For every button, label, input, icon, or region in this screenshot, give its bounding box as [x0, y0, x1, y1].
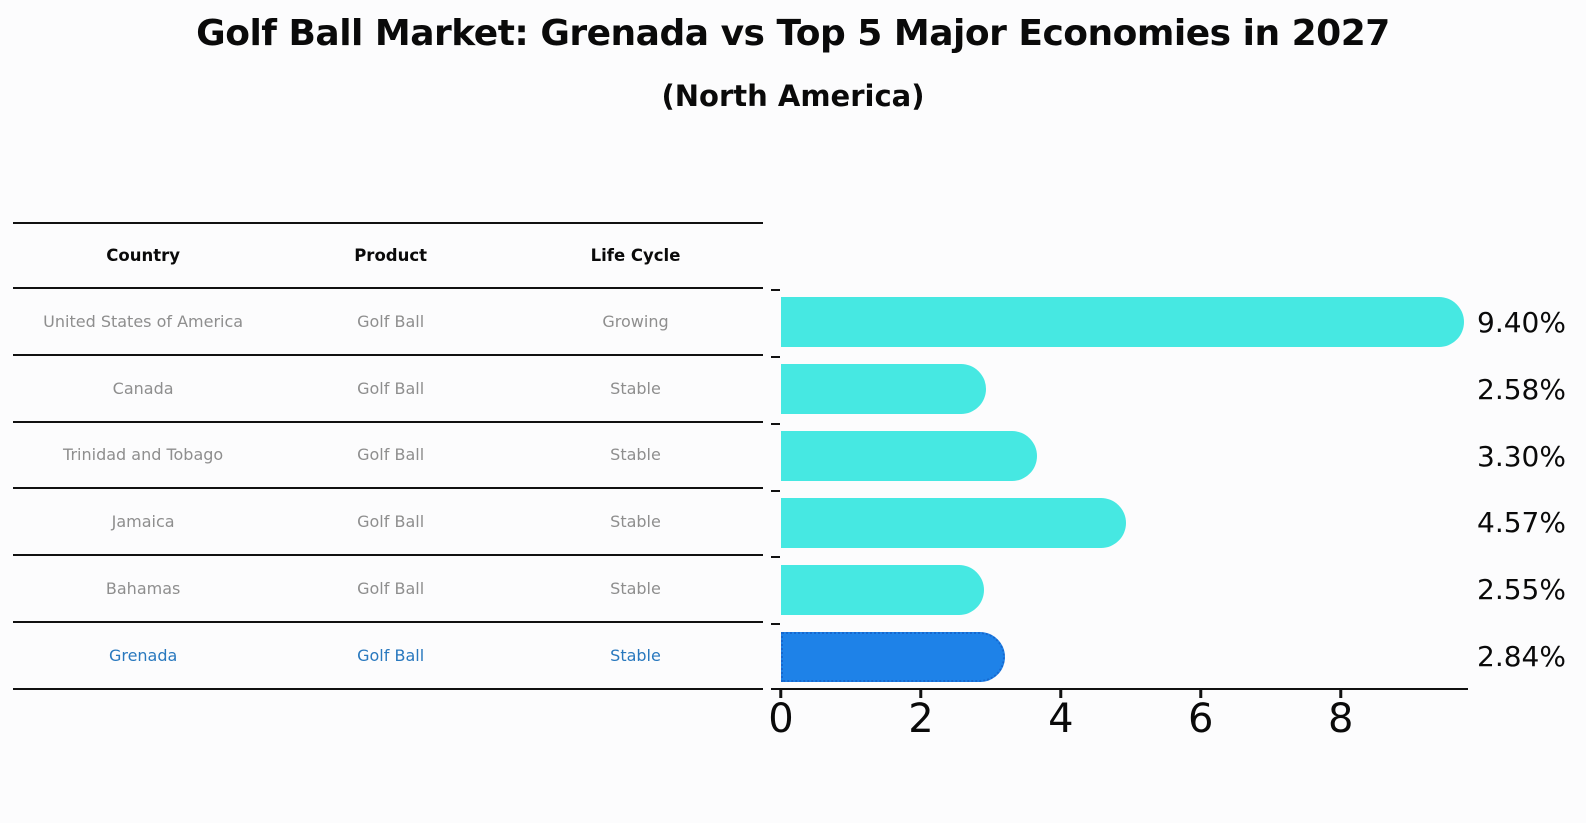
- y-axis-tick: [771, 688, 780, 690]
- comparison-table: Country Product Life Cycle United States…: [13, 222, 763, 690]
- table-row-jamaica: Jamaica Golf Ball Stable: [13, 489, 763, 557]
- y-axis-tick: [771, 489, 780, 492]
- x-axis-tick-label: 0: [768, 696, 794, 742]
- value-label-united-states: 9.40%: [1477, 305, 1566, 339]
- bar-trinidad-and-tobago: [781, 431, 1037, 482]
- value-label-grenada: 2.84%: [1477, 640, 1566, 674]
- table-cell-product: Golf Ball: [357, 512, 425, 532]
- bar-value-labels: 9.40% 2.58% 3.30% 4.57% 2.55% 2.84%: [1477, 289, 1566, 690]
- table-cell-country: Jamaica: [111, 512, 175, 532]
- x-axis-tick-label: 4: [1048, 696, 1074, 742]
- table-cell-country: Canada: [112, 378, 174, 398]
- value-label-trinidad: 3.30%: [1477, 439, 1566, 473]
- bar-row: [781, 356, 1468, 423]
- table-row-bahamas: Bahamas Golf Ball Stable: [13, 556, 763, 623]
- table-cell-product: Golf Ball: [357, 378, 425, 398]
- bar-row: [781, 489, 1468, 556]
- table-header-life-cycle: Life Cycle: [590, 246, 681, 265]
- x-axis-tick: 6: [1188, 688, 1213, 740]
- bar-bahamas: [781, 564, 985, 615]
- table-row-united-states: United States of America Golf Ball Growi…: [13, 289, 763, 356]
- table-cell-life-cycle: Stable: [610, 512, 661, 532]
- y-axis-tick: [771, 623, 780, 626]
- y-axis-tick: [771, 289, 780, 291]
- bar-row: [781, 423, 1468, 490]
- table-cell-life-cycle: Growing: [602, 311, 669, 331]
- chart-title: Golf Ball Market: Grenada vs Top 5 Major…: [196, 13, 1390, 54]
- bar-chart-plot: 0 2 4 6 8: [768, 289, 1468, 740]
- table-cell-country: Bahamas: [105, 579, 181, 599]
- y-axis-tick: [771, 355, 780, 358]
- table-cell-country: United States of America: [43, 311, 244, 331]
- table-cell-country: Trinidad and Tobago: [63, 445, 224, 465]
- table-header-product: Product: [354, 246, 428, 265]
- table-row-canada: Canada Golf Ball Stable: [13, 356, 763, 423]
- table-row-trinidad-and-tobago: Trinidad and Tobago Golf Ball Stable: [13, 423, 763, 490]
- bar-jamaica: [781, 497, 1126, 548]
- bar-row: [781, 556, 1468, 623]
- bar-united-states-of-america: [781, 297, 1464, 348]
- bar-row: [781, 623, 1468, 690]
- y-axis-tick: [771, 556, 780, 559]
- x-axis-tick-mark: [1059, 688, 1063, 698]
- x-axis-tick: 8: [1328, 688, 1353, 740]
- table-cell-life-cycle: Stable: [610, 378, 661, 398]
- table-cell-product: Golf Ball: [357, 579, 425, 599]
- x-axis-tick: 4: [1048, 688, 1074, 742]
- bar-grenada-highlighted: [781, 631, 1005, 682]
- value-label-jamaica: 4.57%: [1477, 506, 1566, 540]
- x-axis-tick-mark: [1339, 688, 1343, 698]
- x-axis-tick-label: 8: [1327, 696, 1354, 742]
- x-axis-tick: 2: [908, 688, 934, 742]
- table-cell-product: Golf Ball: [357, 311, 425, 331]
- x-axis-tick-mark: [1199, 688, 1203, 698]
- x-axis-tick-mark: [919, 688, 923, 698]
- table-cell-product: Golf Ball: [357, 645, 425, 665]
- table-cell-country: Grenada: [108, 645, 178, 665]
- x-axis-tick-label: 2: [908, 696, 934, 742]
- chart-subtitle: (North America): [661, 79, 925, 113]
- value-label-canada: 2.58%: [1477, 372, 1566, 406]
- table-cell-product: Golf Ball: [357, 445, 425, 465]
- x-axis-tick: 0: [768, 688, 794, 742]
- table-cell-life-cycle: Stable: [610, 579, 661, 599]
- table-header-row: Country Product Life Cycle: [13, 222, 763, 289]
- bar-row: [781, 289, 1468, 356]
- value-label-bahamas: 2.55%: [1477, 573, 1566, 607]
- bar-canada: [781, 364, 987, 415]
- x-axis-tick-label: 6: [1188, 696, 1214, 742]
- y-axis-tick: [771, 422, 780, 425]
- x-axis-tick-mark: [779, 688, 783, 698]
- table-header-country: Country: [106, 246, 180, 265]
- table-cell-life-cycle: Stable: [610, 645, 661, 665]
- table-cell-life-cycle: Stable: [610, 445, 661, 465]
- table-row-grenada: Grenada Golf Ball Stable: [13, 623, 763, 690]
